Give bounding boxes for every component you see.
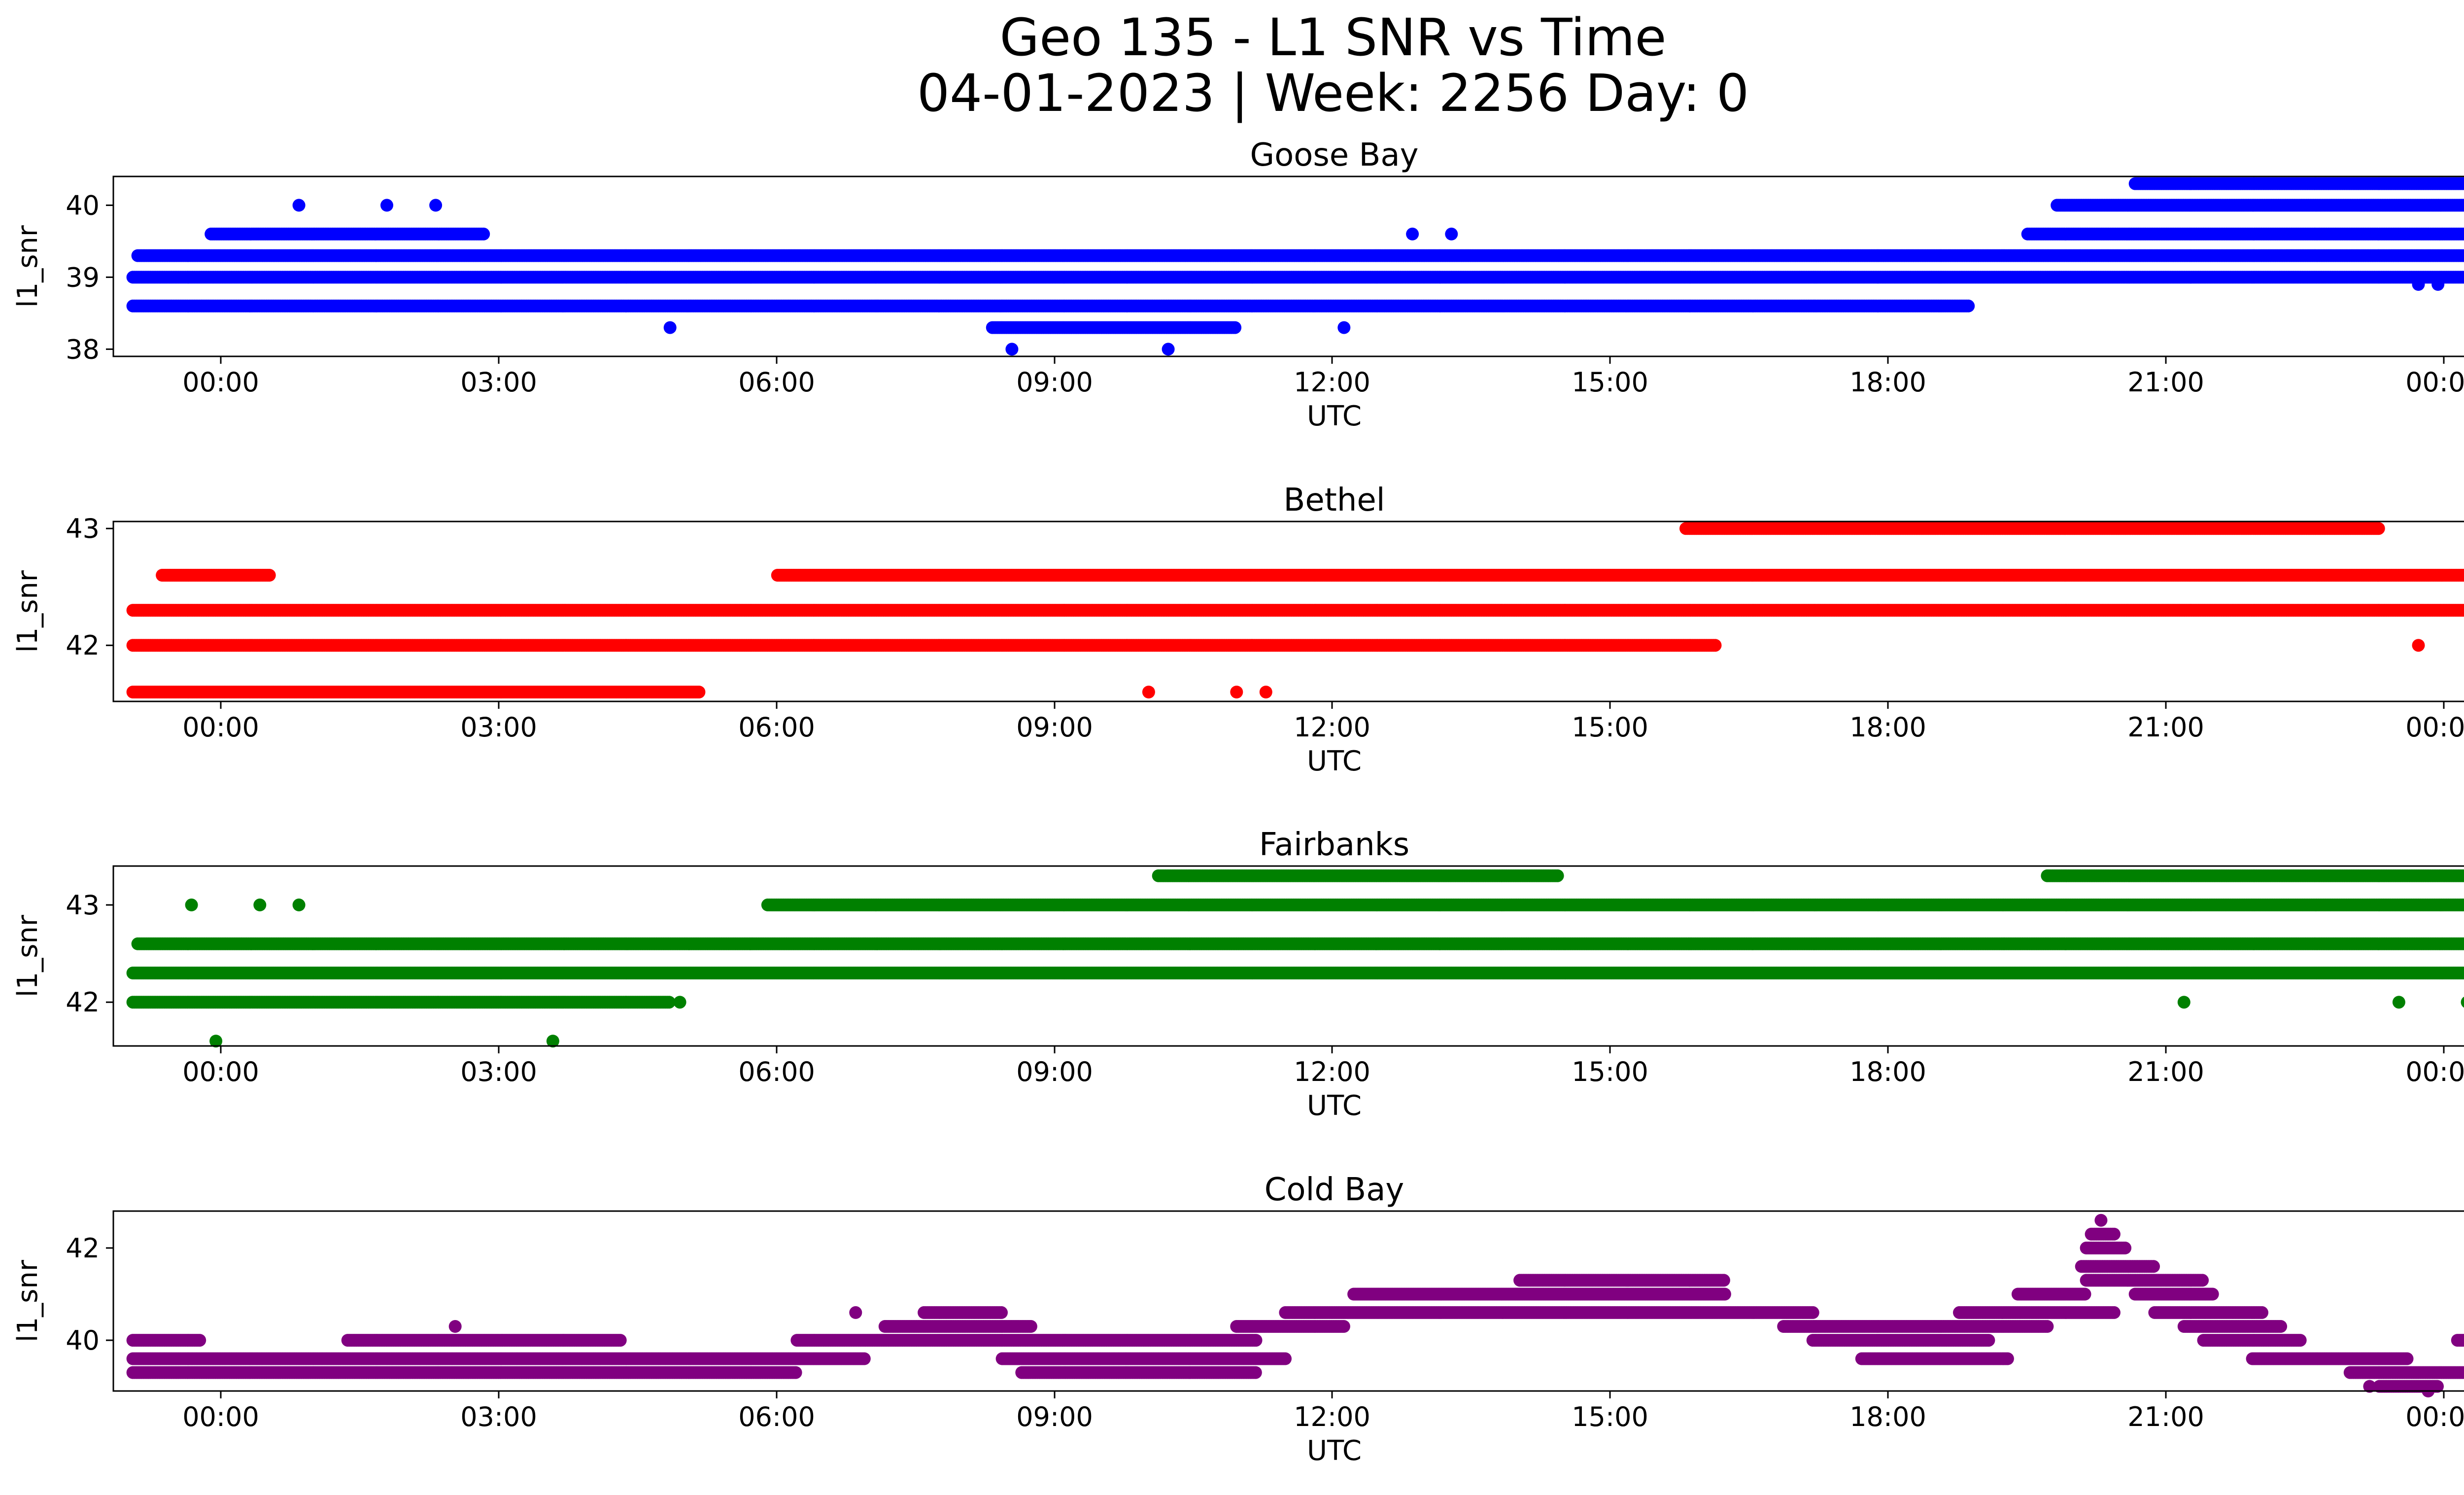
data-point <box>429 199 443 212</box>
subplot-panels: Goose Bay 00:00 03:00 06:00 09:00 12:00 15:00 1… <box>12 137 2464 1467</box>
x-tick-label: 03:00 <box>460 367 537 398</box>
x-tick-label: 09:00 <box>1016 367 1093 398</box>
goose-bay-series-39 <box>126 271 2464 284</box>
x-tick-label: 06:00 <box>738 367 815 398</box>
x-tick-label: 12:00 <box>1294 367 1370 398</box>
goose-bay-subplot: Goose Bay 00:00 03:00 06:00 09:00 12:00 15:00 1… <box>12 137 2464 432</box>
goose-bay-series-38-3 <box>986 321 1242 334</box>
data-point <box>1005 343 1019 356</box>
goose-bay-series-38-6 <box>126 299 1975 313</box>
figure-title-line2: 04-01-2023 | Week: 2256 Day: 0 <box>917 63 1749 123</box>
y-tick-label: 40 <box>66 190 100 221</box>
x-tick-label: 00:00 <box>182 367 259 398</box>
data-point <box>1406 227 1419 241</box>
y-tick-label: 39 <box>66 262 100 293</box>
data-point <box>2431 278 2445 291</box>
data-point <box>1229 321 1242 334</box>
x-tick-label: 21:00 <box>2127 367 2204 398</box>
x-tick-label: 18:00 <box>1849 367 1926 398</box>
data-point <box>477 227 490 241</box>
bethel-series-42-3 <box>126 604 2464 617</box>
data-point <box>1162 343 1175 356</box>
x-tick-label: 15:00 <box>1572 367 1648 398</box>
goose-bay-series-40 <box>2051 199 2464 212</box>
x-tick-label: 00:00 <box>2405 367 2464 398</box>
data-point <box>1962 299 1975 313</box>
bethel-title: Bethel <box>1283 482 1385 519</box>
data-point <box>2412 278 2425 291</box>
data-point <box>1445 227 1458 241</box>
goose-bay-series-39-3 <box>131 249 2464 262</box>
goose-bay-points <box>126 177 2464 356</box>
goose-bay-y-axis-label: l1_snr <box>12 225 44 308</box>
goose-bay-title: Goose Bay <box>1250 137 1419 174</box>
figure-title-line1: Geo 135 - L1 SNR vs Time <box>999 7 1666 68</box>
data-point <box>1337 321 1351 334</box>
goose-bay-x-axis-label: UTC <box>1307 400 1362 432</box>
data-point <box>380 199 393 212</box>
y-tick-label: 38 <box>66 334 100 365</box>
data-point <box>663 321 677 334</box>
data-point <box>292 199 306 212</box>
goose-bay-series-40-3 <box>2128 177 2464 190</box>
